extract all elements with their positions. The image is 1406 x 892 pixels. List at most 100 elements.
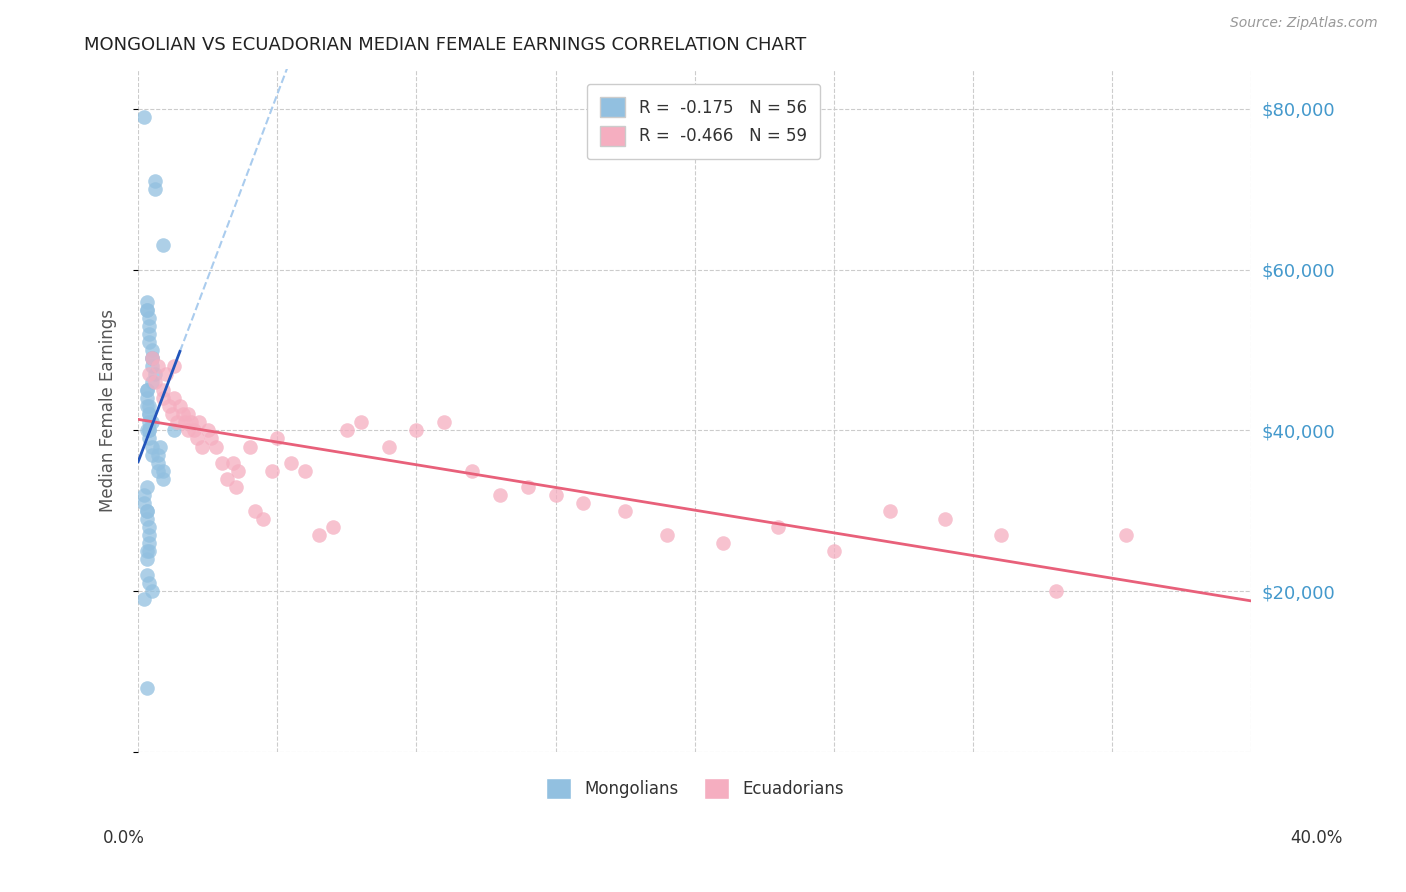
Point: [135, 552, 157, 566]
Point: [188, 416, 211, 430]
Point: [138, 326, 160, 341]
Point: [138, 408, 160, 422]
Point: [183, 424, 205, 438]
Point: [135, 480, 157, 494]
Point: [252, 512, 274, 526]
Point: [138, 334, 160, 349]
Point: [138, 424, 160, 438]
Point: [155, 367, 177, 381]
Point: [135, 302, 157, 317]
Text: Source: ZipAtlas.com: Source: ZipAtlas.com: [1230, 16, 1378, 29]
Point: [711, 536, 734, 550]
Point: [266, 432, 288, 446]
Point: [138, 528, 160, 542]
Point: [405, 424, 427, 438]
Point: [135, 383, 157, 397]
Point: [143, 375, 166, 389]
Point: [461, 464, 484, 478]
Point: [823, 544, 845, 558]
Point: [260, 464, 283, 478]
Point: [990, 528, 1012, 542]
Point: [177, 424, 200, 438]
Y-axis label: Median Female Earnings: Median Female Earnings: [100, 309, 117, 512]
Point: [489, 488, 512, 502]
Point: [141, 440, 163, 454]
Point: [138, 544, 160, 558]
Point: [149, 440, 172, 454]
Point: [197, 424, 219, 438]
Point: [243, 504, 266, 518]
Point: [141, 416, 163, 430]
Point: [135, 424, 157, 438]
Point: [146, 448, 169, 462]
Point: [135, 294, 157, 309]
Point: [135, 504, 157, 518]
Point: [433, 416, 456, 430]
Point: [138, 424, 160, 438]
Point: [238, 440, 260, 454]
Point: [280, 456, 302, 470]
Point: [135, 512, 157, 526]
Point: [572, 496, 595, 510]
Point: [141, 351, 163, 365]
Point: [141, 351, 163, 365]
Point: [138, 536, 160, 550]
Legend: Mongolians, Ecuadorians: Mongolians, Ecuadorians: [540, 772, 851, 805]
Point: [135, 302, 157, 317]
Point: [138, 416, 160, 430]
Point: [172, 408, 194, 422]
Point: [141, 343, 163, 357]
Point: [225, 480, 247, 494]
Point: [222, 456, 245, 470]
Point: [174, 416, 197, 430]
Point: [141, 359, 163, 373]
Point: [135, 544, 157, 558]
Point: [143, 174, 166, 188]
Point: [138, 367, 160, 381]
Point: [294, 464, 316, 478]
Point: [655, 528, 678, 542]
Text: MONGOLIAN VS ECUADORIAN MEDIAN FEMALE EARNINGS CORRELATION CHART: MONGOLIAN VS ECUADORIAN MEDIAN FEMALE EA…: [84, 36, 807, 54]
Point: [132, 592, 155, 607]
Point: [132, 110, 155, 124]
Point: [350, 416, 373, 430]
Point: [146, 464, 169, 478]
Text: 0.0%: 0.0%: [103, 829, 145, 847]
Point: [205, 440, 228, 454]
Point: [191, 440, 214, 454]
Point: [934, 512, 956, 526]
Point: [879, 504, 901, 518]
Point: [141, 448, 163, 462]
Point: [146, 456, 169, 470]
Point: [308, 528, 330, 542]
Point: [614, 504, 637, 518]
Point: [138, 408, 160, 422]
Text: 40.0%: 40.0%: [1291, 829, 1343, 847]
Point: [377, 440, 399, 454]
Point: [135, 383, 157, 397]
Point: [160, 408, 183, 422]
Point: [186, 432, 208, 446]
Point: [768, 520, 790, 534]
Point: [152, 391, 174, 405]
Point: [135, 400, 157, 414]
Point: [1115, 528, 1137, 542]
Point: [544, 488, 567, 502]
Point: [135, 681, 157, 695]
Point: [138, 400, 160, 414]
Point: [152, 238, 174, 252]
Point: [180, 416, 202, 430]
Point: [138, 520, 160, 534]
Point: [228, 464, 250, 478]
Point: [138, 432, 160, 446]
Point: [200, 432, 222, 446]
Point: [143, 182, 166, 196]
Point: [163, 424, 186, 438]
Point: [169, 400, 191, 414]
Point: [135, 504, 157, 518]
Point: [163, 391, 186, 405]
Point: [132, 488, 155, 502]
Point: [516, 480, 538, 494]
Point: [157, 400, 180, 414]
Point: [138, 576, 160, 591]
